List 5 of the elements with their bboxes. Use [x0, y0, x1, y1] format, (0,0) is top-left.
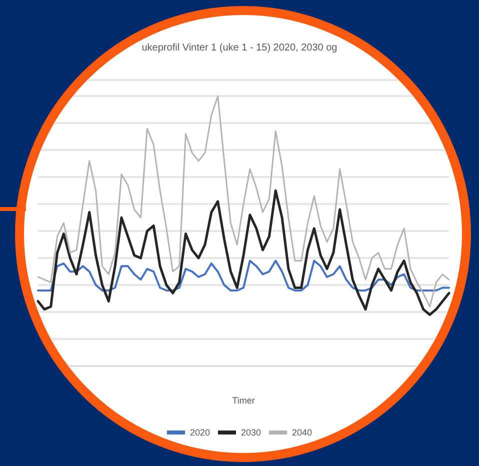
legend-label: 2030 [240, 428, 262, 438]
chart-title: ukeprofil Vinter 1 (uke 1 - 15) 2020, 2030 og [142, 42, 338, 54]
x-axis-title: Timer [232, 396, 255, 406]
legend-label: 2040 [292, 428, 312, 438]
legend-label: 2020 [190, 428, 210, 438]
